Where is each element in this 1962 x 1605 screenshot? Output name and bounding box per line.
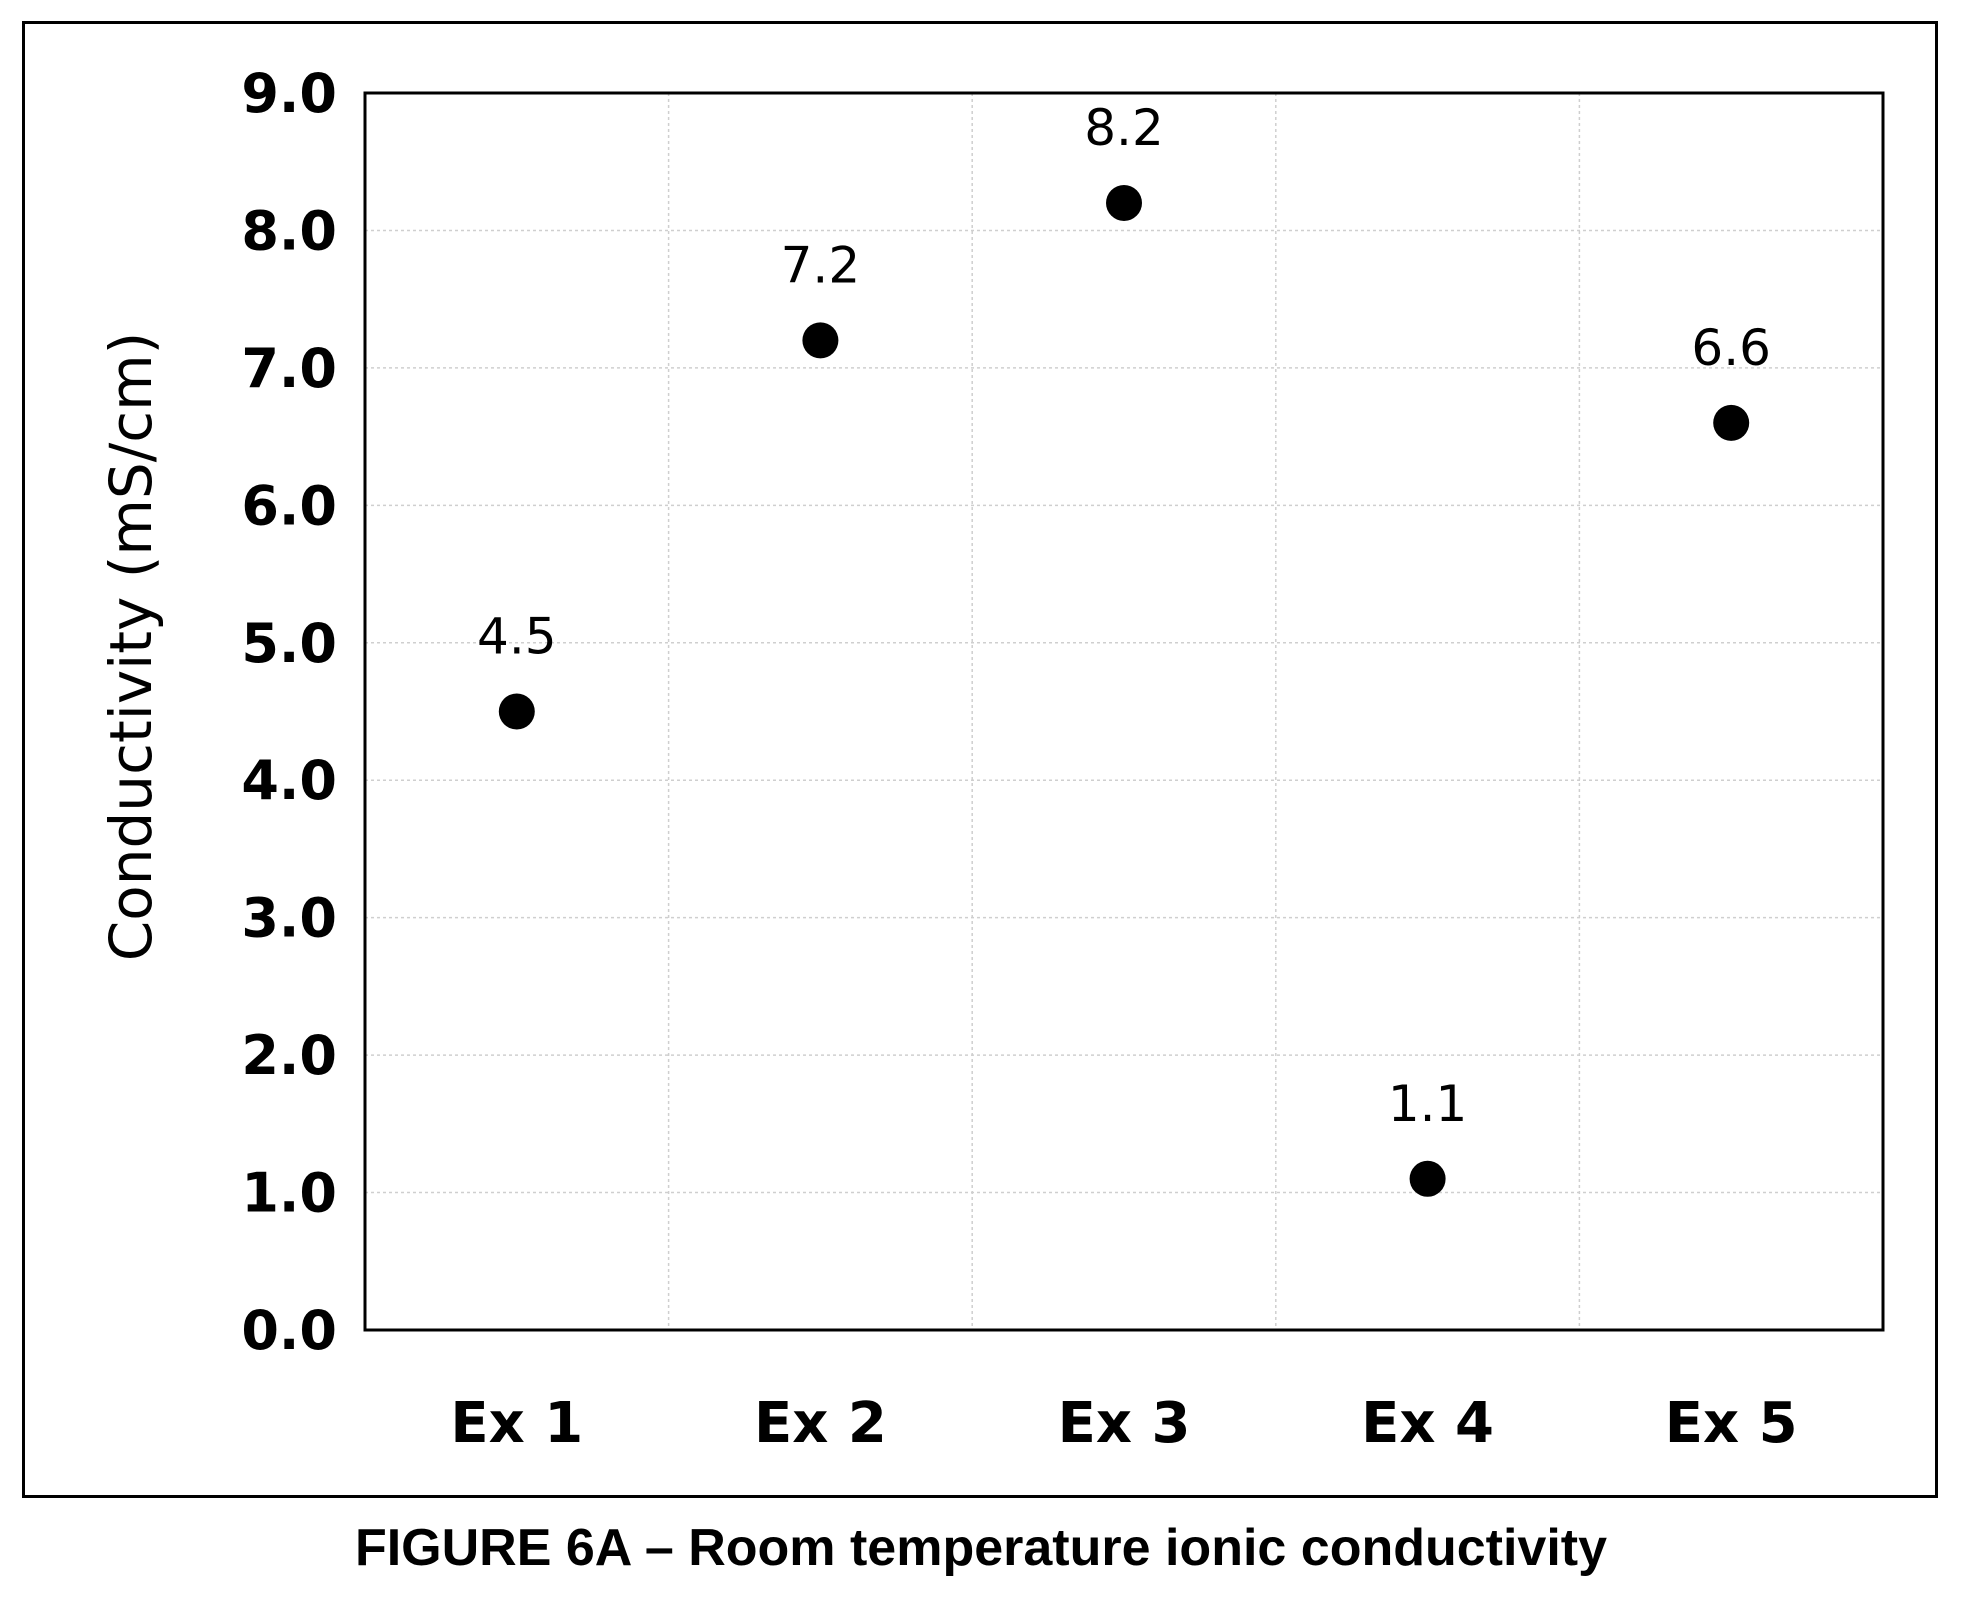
data-point (1106, 184, 1142, 221)
plot-area-border (363, 91, 1885, 1332)
x-tick-label: Ex 4 (1361, 1391, 1494, 1456)
data-labels: 4.5 7.2 8.2 1.1 6.6 (477, 99, 1771, 1133)
y-tick-label: 5.0 (241, 612, 337, 675)
y-tick-label: 9.0 (241, 62, 337, 125)
data-point (498, 693, 535, 730)
y-axis-label: Conductivity (mS/cm) (97, 332, 165, 962)
grid-lines (365, 93, 1883, 1330)
y-tick-label: 1.0 (241, 1162, 337, 1225)
data-label: 7.2 (781, 236, 861, 294)
data-label: 6.6 (1691, 319, 1771, 377)
x-tick-label: Ex 5 (1665, 1391, 1798, 1456)
x-tick-label: Ex 2 (754, 1391, 887, 1456)
y-tick-label: 4.0 (241, 749, 337, 812)
figure-caption: FIGURE 6A – Room temperature ionic condu… (354, 1519, 1608, 1577)
data-point (802, 322, 839, 359)
x-axis-ticks: Ex 1 Ex 2 Ex 3 Ex 4 Ex 5 (450, 1391, 1797, 1456)
data-points (498, 184, 1750, 1197)
y-tick-label: 2.0 (241, 1024, 337, 1087)
y-tick-label: 6.0 (241, 474, 337, 537)
data-label: 8.2 (1084, 99, 1164, 157)
data-point (1713, 404, 1750, 441)
data-point (1409, 1160, 1446, 1197)
y-tick-label: 0.0 (241, 1299, 337, 1362)
y-tick-label: 8.0 (241, 199, 337, 262)
y-tick-label: 7.0 (241, 337, 337, 400)
data-label: 4.5 (477, 608, 557, 666)
chart-frame (22, 21, 1938, 1498)
x-tick-label: Ex 3 (1058, 1391, 1191, 1456)
x-tick-label: Ex 1 (450, 1391, 583, 1456)
data-label: 1.1 (1388, 1075, 1468, 1133)
y-axis-ticks: 0.0 1.0 2.0 3.0 4.0 5.0 6.0 7.0 8.0 9.0 (241, 62, 337, 1362)
y-tick-label: 3.0 (241, 887, 337, 950)
